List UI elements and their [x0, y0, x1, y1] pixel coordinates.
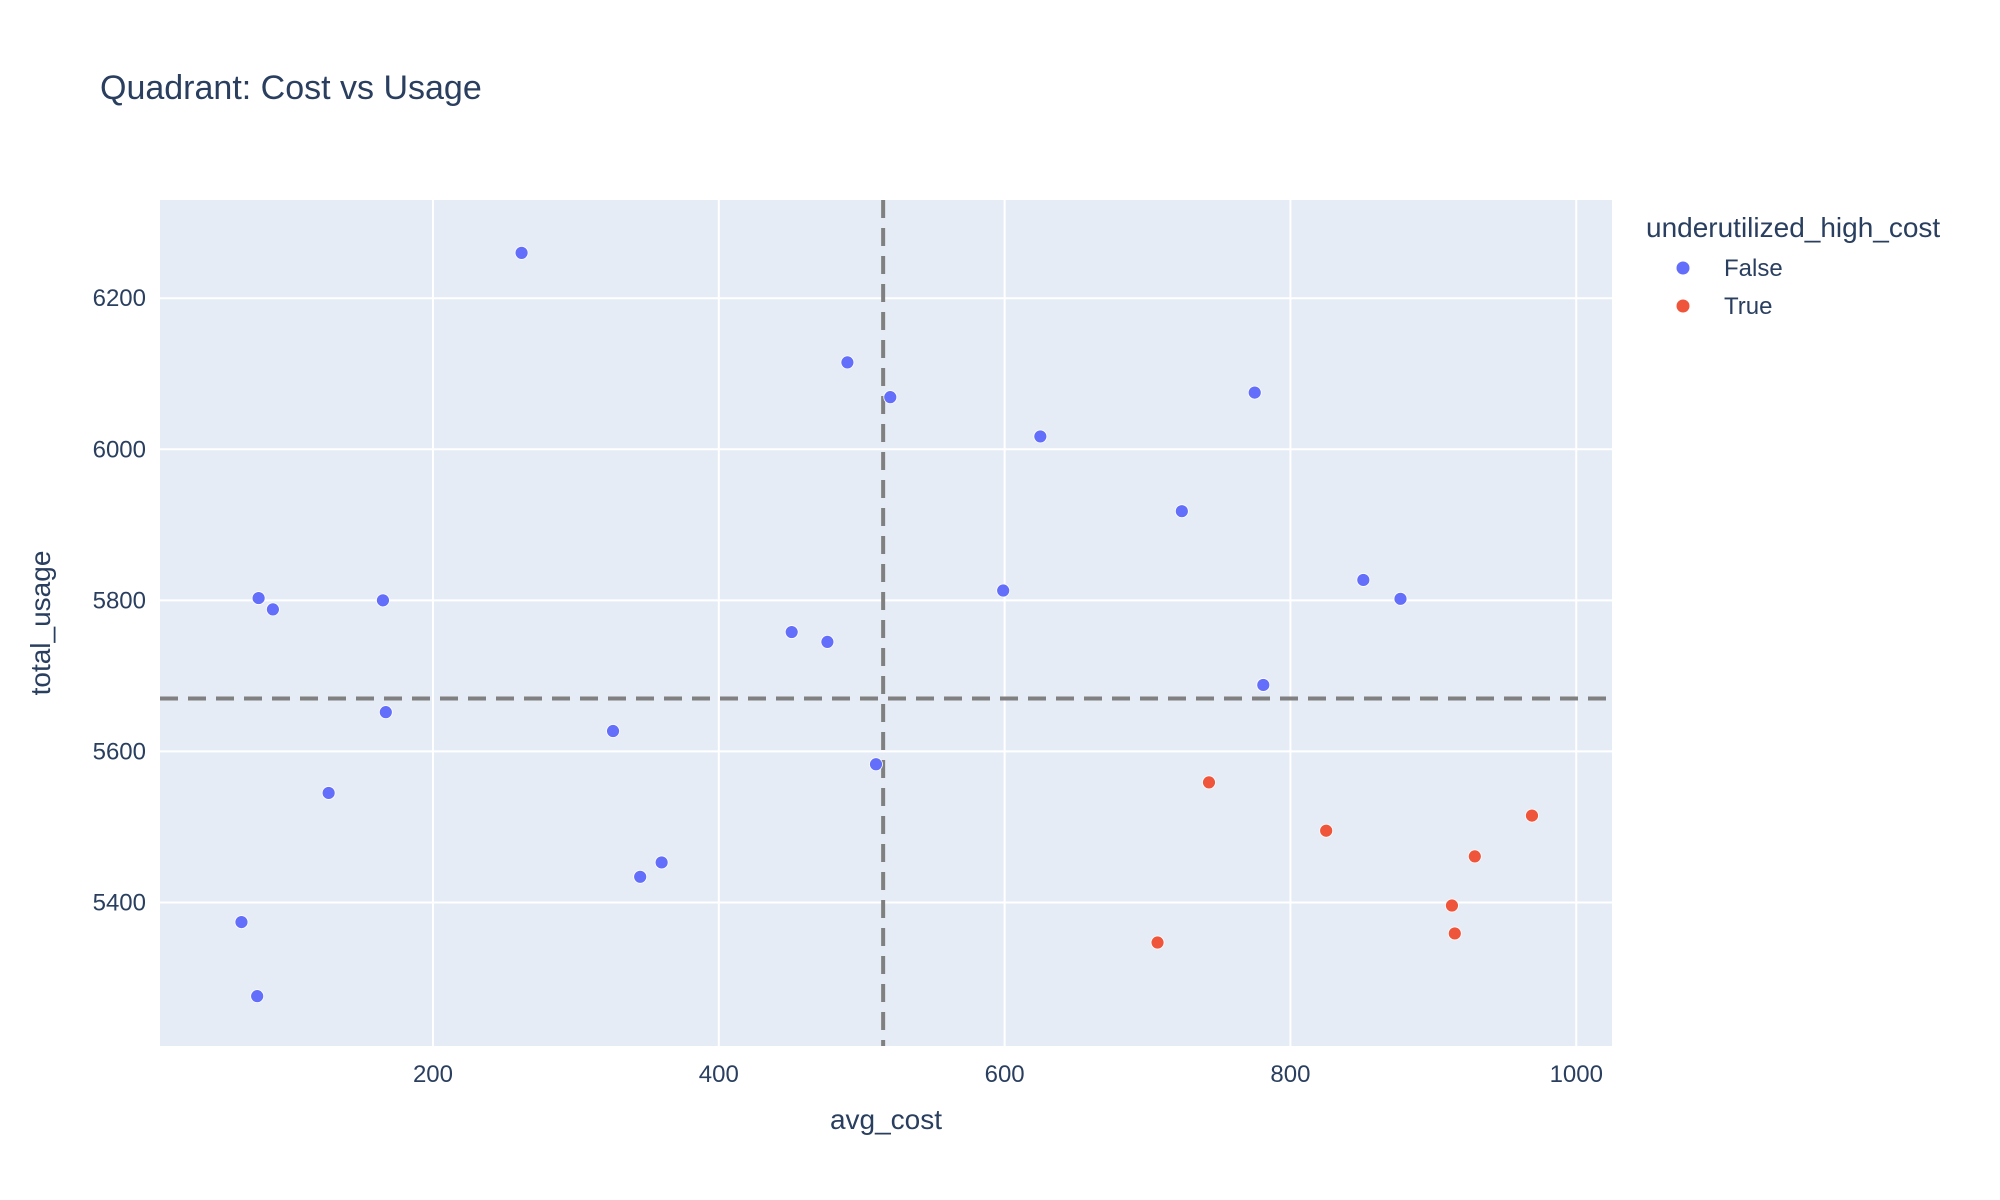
x-tick-label: 200: [413, 1061, 453, 1088]
legend-marker-false: [1676, 261, 1690, 275]
chart-title: Quadrant: Cost vs Usage: [100, 69, 482, 107]
data-point-true[interactable]: [1525, 808, 1539, 823]
data-point-false[interactable]: [321, 786, 336, 800]
data-point-false[interactable]: [376, 593, 390, 608]
grid: [160, 200, 1612, 1046]
data-point-false[interactable]: [606, 724, 620, 738]
legend-label-true: True: [1724, 293, 1772, 320]
data-point-true[interactable]: [1319, 823, 1334, 838]
legend-items: False True: [1676, 255, 1783, 320]
data-point-false[interactable]: [251, 591, 266, 605]
legend: underutilized_high_cost False True: [1646, 212, 1940, 320]
x-tick-label: 400: [699, 1061, 739, 1088]
data-point-false[interactable]: [1356, 573, 1371, 587]
y-tick-label: 5800: [93, 587, 146, 614]
data-point-true[interactable]: [1150, 935, 1165, 950]
x-tick-label: 1000: [1550, 1061, 1603, 1088]
legend-label-false: False: [1724, 255, 1783, 282]
legend-title: underutilized_high_cost: [1646, 212, 1940, 243]
data-point-false[interactable]: [820, 634, 835, 649]
data-point-false[interactable]: [514, 245, 529, 260]
data-points[interactable]: [234, 245, 1539, 1004]
y-axis-label: total_usage: [25, 551, 56, 696]
y-tick-label: 6200: [93, 285, 146, 312]
data-point-false[interactable]: [633, 869, 648, 884]
data-point-false[interactable]: [1393, 591, 1408, 606]
data-point-false[interactable]: [996, 583, 1011, 598]
data-point-false[interactable]: [378, 705, 393, 720]
data-point-true[interactable]: [1447, 926, 1462, 941]
data-point-false[interactable]: [840, 355, 855, 370]
data-point-false[interactable]: [1174, 504, 1189, 519]
data-point-false[interactable]: [266, 602, 280, 617]
data-point-true[interactable]: [1202, 775, 1216, 790]
y-tick-label: 6000: [93, 436, 146, 463]
data-point-false[interactable]: [784, 625, 799, 639]
data-point-false[interactable]: [234, 915, 249, 930]
x-tick-label: 800: [1270, 1061, 1310, 1088]
data-point-false[interactable]: [883, 390, 898, 405]
y-tick-label: 5600: [93, 738, 146, 765]
data-point-true[interactable]: [1445, 898, 1459, 913]
data-point-false[interactable]: [1247, 385, 1262, 400]
data-point-false[interactable]: [1256, 678, 1271, 692]
reference-lines: [160, 200, 1612, 1046]
data-point-false[interactable]: [1033, 429, 1048, 444]
x-tick-label: 600: [985, 1061, 1025, 1088]
data-point-true[interactable]: [1467, 849, 1482, 864]
y-tick-label: 5400: [93, 889, 146, 916]
plot-area: [160, 200, 1612, 1046]
data-point-false[interactable]: [869, 757, 883, 772]
data-point-false[interactable]: [654, 855, 669, 870]
data-point-false[interactable]: [250, 989, 265, 1004]
x-axis-label: avg_cost: [830, 1104, 942, 1135]
axis-ticks: 200 400 600 800 1000 5400 5600 5800 6000 6200: [93, 285, 1603, 1088]
legend-marker-true: [1676, 299, 1690, 313]
